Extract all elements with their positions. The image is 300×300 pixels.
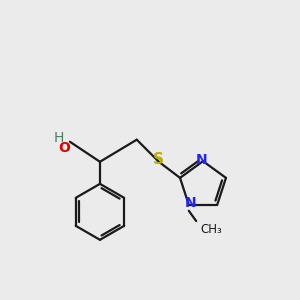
Text: N: N [196,153,207,167]
Text: H: H [54,130,64,145]
Text: N: N [184,196,196,210]
Text: CH₃: CH₃ [201,224,222,236]
Text: S: S [153,152,164,167]
Text: O: O [58,141,70,155]
